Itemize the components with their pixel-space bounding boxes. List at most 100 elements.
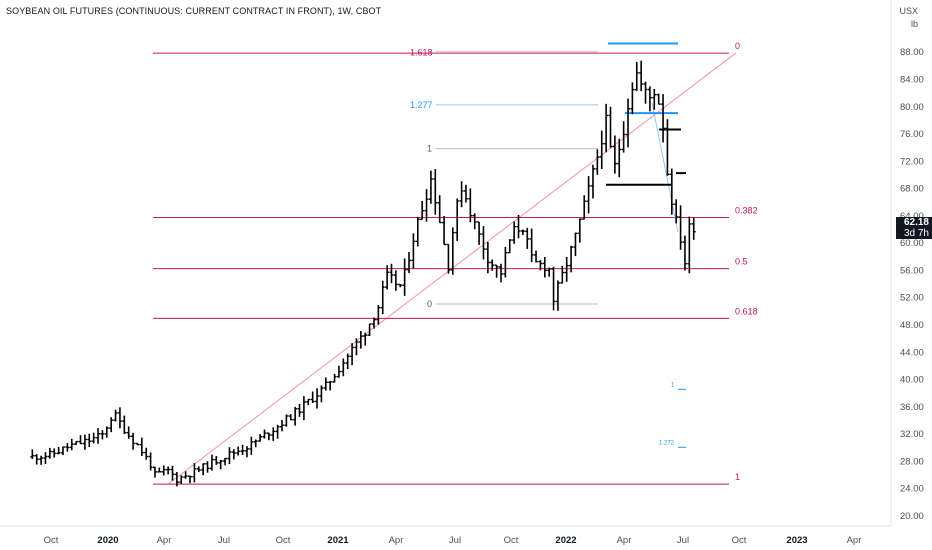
ohlc-bar xyxy=(442,216,447,246)
fib-level-label: 1.277 xyxy=(410,100,433,110)
ohlc-bar xyxy=(682,235,687,271)
ohlc-bar xyxy=(551,266,556,311)
ohlc-bar xyxy=(560,265,565,284)
ohlc-bar xyxy=(183,471,188,479)
ohlc-bar xyxy=(345,353,350,369)
ohlc-bar xyxy=(634,61,639,91)
bar-countdown: 3d 7h xyxy=(903,227,929,239)
currency-label: USX xyxy=(899,6,918,16)
ohlc-bar xyxy=(617,138,622,178)
ohlc-bar xyxy=(275,424,280,439)
ohlc-bar xyxy=(266,432,271,441)
ohlc-bar xyxy=(468,188,473,223)
fib-level-label: 0.5 xyxy=(735,257,748,267)
time-tick-label: Apr xyxy=(157,535,172,546)
ohlc-bar xyxy=(170,465,175,481)
ohlc-bar xyxy=(573,232,578,257)
ohlc-bar xyxy=(564,256,569,282)
ohlc-bar xyxy=(174,471,179,487)
chart-title: SOYBEAN OIL FUTURES (CONTINUOUS: CURRENT… xyxy=(6,6,382,16)
ohlc-bar xyxy=(135,442,140,446)
fib-trend-line xyxy=(651,102,679,233)
ohlc-bar xyxy=(60,446,65,456)
ohlc-bar xyxy=(315,388,320,409)
ohlc-bar xyxy=(547,267,552,277)
last-price-tag: 62.18 3d 7h xyxy=(896,216,932,239)
ohlc-bar xyxy=(227,447,232,465)
ohlc-bar xyxy=(56,446,61,455)
ohlc-bar xyxy=(595,149,600,175)
ohlc-bar xyxy=(301,396,306,421)
ohlc-bar xyxy=(188,475,193,484)
time-tick-label: Apr xyxy=(389,535,404,546)
ohlc-bar xyxy=(354,338,359,356)
ohlc-bar xyxy=(380,280,385,315)
ohlc-bar xyxy=(678,205,683,250)
ohlc-bar xyxy=(674,199,679,224)
ohlc-bar xyxy=(621,121,626,153)
ohlc-bar xyxy=(179,475,184,484)
ohlc-bar xyxy=(656,93,661,105)
time-tick-label: 2020 xyxy=(97,535,118,546)
ohlc-bar xyxy=(437,195,442,224)
fib-level-label: 0.382 xyxy=(735,205,758,215)
ohlc-bar xyxy=(612,135,617,174)
ohlc-bar xyxy=(538,260,543,271)
fib-level-label: 1.618 xyxy=(410,48,433,58)
ohlc-bar xyxy=(652,88,657,110)
fib-level-label: 0 xyxy=(735,41,740,51)
ohlc-bar xyxy=(100,430,105,440)
ohlc-bar xyxy=(96,428,101,444)
ohlc-bar xyxy=(231,449,236,460)
ohlc-bar xyxy=(91,432,96,444)
ohlc-bar xyxy=(144,447,149,460)
ohlc-bar xyxy=(122,415,127,435)
ohlc-bar xyxy=(459,181,464,208)
ohlc-bar xyxy=(336,365,341,378)
ohlc-bar xyxy=(223,457,228,466)
time-tick-label: Oct xyxy=(44,535,59,546)
time-tick-label: Oct xyxy=(276,535,291,546)
ohlc-bar xyxy=(358,331,363,349)
ohlc-bar xyxy=(604,103,609,153)
price-tick-label: 28.00 xyxy=(900,456,924,467)
time-tick-label: Jul xyxy=(677,535,689,546)
ohlc-bar xyxy=(433,169,438,215)
ohlc-bar xyxy=(52,448,57,458)
ohlc-bar xyxy=(104,426,109,438)
ohlc-bar xyxy=(43,452,48,465)
price-tick-label: 60.00 xyxy=(900,238,924,249)
price-tick-label: 44.00 xyxy=(900,347,924,358)
price-tick-label: 48.00 xyxy=(900,320,924,331)
ohlc-bar xyxy=(82,434,87,450)
ohlc-bar xyxy=(240,444,245,456)
ohlc-bar xyxy=(503,246,508,278)
ohlc-bar xyxy=(446,243,451,274)
ohlc-bar xyxy=(341,358,346,377)
ohlc-bar xyxy=(196,466,201,473)
fib-level-label: 1 xyxy=(671,382,675,388)
ohlc-bar xyxy=(477,221,482,245)
price-tick-label: 76.00 xyxy=(900,129,924,140)
ohlc-bar xyxy=(385,265,390,290)
time-tick-label: 2021 xyxy=(327,535,349,546)
ohlc-bar xyxy=(398,283,403,288)
last-price-value: 62.18 xyxy=(903,216,929,228)
price-tick-label: 56.00 xyxy=(900,265,924,276)
time-tick-label: Jul xyxy=(449,535,461,546)
price-tick-label: 52.00 xyxy=(900,293,924,304)
ohlc-bar xyxy=(39,455,44,465)
ohlc-bar xyxy=(244,446,249,458)
price-tick-label: 84.00 xyxy=(900,75,924,86)
ohlc-bar xyxy=(332,373,337,383)
time-tick-label: Apr xyxy=(617,535,632,546)
ohlc-bar xyxy=(201,463,206,476)
ohlc-bar xyxy=(47,447,52,459)
ohlc-bar xyxy=(319,385,324,403)
ohlc-bar xyxy=(599,130,604,170)
ohlc-bar xyxy=(507,239,512,254)
time-tick-label: 2022 xyxy=(555,535,576,546)
ohlc-bar xyxy=(498,263,503,283)
ohlc-bar xyxy=(117,407,122,429)
